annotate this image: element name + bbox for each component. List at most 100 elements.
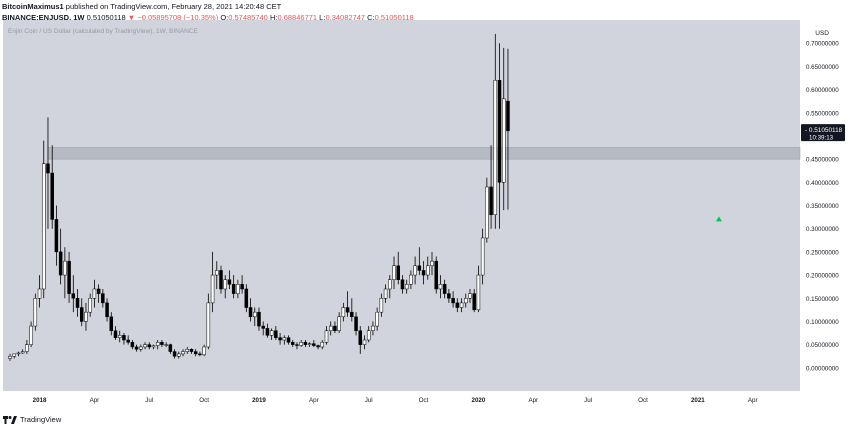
candle	[400, 275, 405, 294]
candle	[421, 261, 426, 285]
candle	[497, 43, 502, 229]
down-arrow-icon: ▼	[127, 13, 136, 22]
candle	[206, 293, 211, 350]
candle	[480, 228, 485, 285]
candle-body	[16, 352, 21, 355]
candle-body	[37, 288, 42, 299]
candle-body	[96, 288, 101, 294]
buy-marker-icon	[715, 216, 722, 222]
candle-body	[20, 351, 25, 354]
candle	[476, 265, 481, 313]
candle-body	[417, 265, 422, 271]
candle-body	[455, 302, 460, 308]
currency-label: USD	[815, 30, 829, 37]
candle	[75, 288, 80, 317]
candle	[362, 335, 367, 350]
candle	[117, 330, 122, 343]
candle-body	[404, 284, 409, 290]
candle	[451, 291, 455, 308]
chart-frame[interactable]: Enjin Coin / US Dollar (calculated by Tr…	[3, 20, 846, 409]
candle	[54, 205, 59, 266]
candle	[371, 321, 375, 336]
candle-body	[312, 343, 316, 346]
candle-body	[371, 325, 375, 331]
author-name[interactable]: BitcoinMaximus1	[2, 2, 64, 11]
candle-body	[215, 270, 219, 276]
current-price-value: - 0.51050118	[805, 127, 843, 134]
candle-body	[155, 342, 160, 346]
candle-body	[350, 311, 354, 318]
candle	[333, 321, 337, 334]
candle-body	[25, 344, 29, 352]
candlestick-chart[interactable]: Enjin Coin / US Dollar (calculated by Tr…	[3, 20, 846, 409]
candle-body	[151, 345, 156, 348]
candle	[113, 326, 118, 340]
candle-body	[33, 298, 38, 327]
last-price: 0.51050118	[86, 13, 126, 22]
candle	[219, 265, 223, 294]
tradingview-footer[interactable]: TradingView	[3, 412, 61, 426]
candle-body	[388, 279, 392, 290]
candle	[172, 349, 177, 359]
y-tick-label: 0.40000000	[806, 180, 839, 187]
candle	[122, 333, 126, 345]
candle-body	[223, 279, 227, 290]
candle	[185, 346, 189, 354]
candle-body	[126, 339, 130, 343]
high-label: H:	[269, 13, 278, 22]
candle-body	[442, 284, 447, 294]
candle	[189, 348, 194, 354]
candle-body	[130, 342, 135, 348]
candle	[345, 291, 350, 317]
price-axis-panel[interactable]	[800, 20, 846, 391]
candle-body	[358, 330, 363, 345]
candle	[88, 293, 92, 317]
candle	[236, 279, 240, 299]
candle	[269, 328, 274, 340]
candle	[227, 270, 232, 289]
candle-body	[164, 344, 168, 346]
candle	[155, 339, 160, 350]
x-tick-label: Jul	[145, 397, 153, 404]
candle	[29, 321, 33, 347]
candle-body	[328, 325, 333, 331]
candle-body	[501, 98, 506, 183]
candle	[37, 275, 42, 308]
candle	[244, 284, 249, 313]
candle-body	[84, 311, 88, 322]
y-tick-label: 0.15000000	[806, 296, 839, 303]
candle-body	[42, 163, 46, 290]
x-tick-label: Apr	[90, 397, 100, 404]
candle	[501, 47, 506, 211]
x-tick-label: 2018	[33, 397, 47, 404]
candle-body	[413, 265, 417, 276]
candle	[350, 298, 354, 322]
candle	[231, 275, 236, 299]
candle-body	[253, 311, 257, 318]
candle-body	[489, 186, 493, 216]
candle-body	[143, 344, 147, 348]
candle-body	[168, 344, 173, 352]
candle-body	[472, 293, 476, 311]
candle	[33, 293, 38, 331]
candle	[290, 339, 295, 347]
candle-body	[286, 337, 291, 343]
time-axis-panel[interactable]	[3, 391, 846, 409]
x-tick-label: 2021	[691, 397, 705, 404]
candle	[143, 342, 147, 350]
candle	[388, 275, 392, 299]
x-tick-label: 2019	[252, 397, 266, 404]
candle-body	[375, 311, 379, 327]
candle-body	[257, 311, 261, 327]
candle	[240, 275, 244, 294]
candle	[105, 298, 109, 322]
tradingview-brand[interactable]: TradingView	[20, 414, 62, 424]
candle-body	[177, 353, 181, 357]
candle	[63, 247, 67, 299]
candle-body	[185, 349, 189, 352]
candle	[50, 145, 54, 229]
candle	[442, 279, 447, 299]
candle	[383, 284, 388, 303]
candle-body	[88, 298, 92, 313]
candle-body	[447, 293, 451, 299]
